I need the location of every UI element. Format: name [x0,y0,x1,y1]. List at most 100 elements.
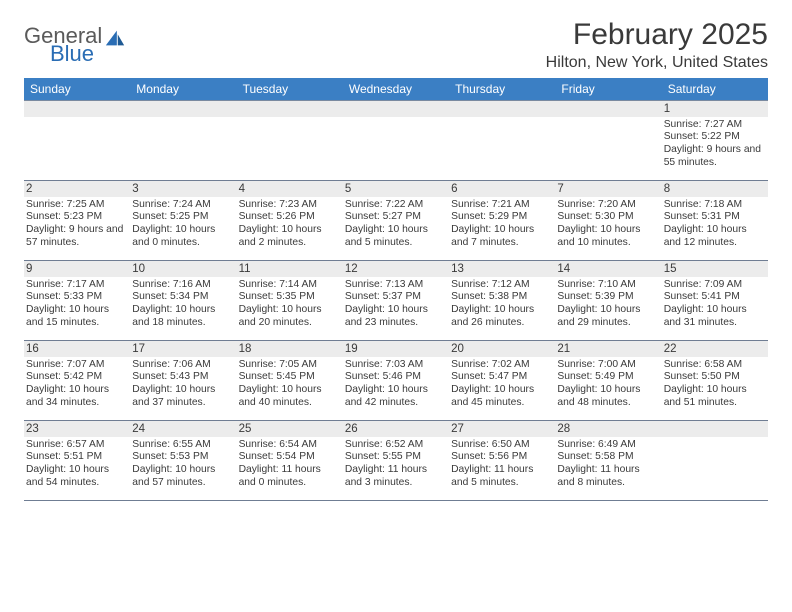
day-number-row: 16171819202122 [24,341,768,357]
sunrise-line: Sunrise: 7:22 AM [345,199,445,212]
sunset-line: Sunset: 5:31 PM [664,211,764,224]
sunset-line: Sunset: 5:56 PM [451,451,551,464]
day-detail-cell: Sunrise: 7:05 AMSunset: 5:45 PMDaylight:… [237,357,343,421]
daylight-line: Daylight: 10 hours and 42 minutes. [345,384,445,410]
sunset-line: Sunset: 5:34 PM [132,291,232,304]
daylight-line: Daylight: 11 hours and 8 minutes. [557,464,657,490]
calendar-header-row: SundayMondayTuesdayWednesdayThursdayFrid… [24,78,768,101]
day-number-cell: 14 [555,261,661,277]
day-header: Wednesday [343,78,449,101]
sunrise-line: Sunrise: 7:27 AM [664,119,764,132]
day-detail-cell [130,117,236,181]
sunset-line: Sunset: 5:37 PM [345,291,445,304]
sunset-line: Sunset: 5:53 PM [132,451,232,464]
daylight-line: Daylight: 10 hours and 7 minutes. [451,224,551,250]
day-detail-cell: Sunrise: 7:20 AMSunset: 5:30 PMDaylight:… [555,197,661,261]
day-detail-cell [449,117,555,181]
sunrise-line: Sunrise: 7:20 AM [557,199,657,212]
day-detail-row: Sunrise: 7:27 AMSunset: 5:22 PMDaylight:… [24,117,768,181]
day-detail-cell: Sunrise: 7:27 AMSunset: 5:22 PMDaylight:… [662,117,768,181]
day-number-cell: 10 [130,261,236,277]
day-detail-cell: Sunrise: 7:17 AMSunset: 5:33 PMDaylight:… [24,277,130,341]
day-number-cell: 25 [237,421,343,437]
sunrise-line: Sunrise: 7:06 AM [132,359,232,372]
day-detail-cell: Sunrise: 7:00 AMSunset: 5:49 PMDaylight:… [555,357,661,421]
day-detail-cell: Sunrise: 6:52 AMSunset: 5:55 PMDaylight:… [343,437,449,501]
day-number-cell [237,101,343,117]
day-detail-cell: Sunrise: 6:55 AMSunset: 5:53 PMDaylight:… [130,437,236,501]
sunrise-line: Sunrise: 7:13 AM [345,279,445,292]
title-block: February 2025 Hilton, New York, United S… [546,18,768,72]
day-detail-cell: Sunrise: 7:16 AMSunset: 5:34 PMDaylight:… [130,277,236,341]
sunset-line: Sunset: 5:49 PM [557,371,657,384]
sunset-line: Sunset: 5:33 PM [26,291,126,304]
sunset-line: Sunset: 5:26 PM [239,211,339,224]
sunrise-line: Sunrise: 6:58 AM [664,359,764,372]
day-detail-cell: Sunrise: 7:13 AMSunset: 5:37 PMDaylight:… [343,277,449,341]
daylight-line: Daylight: 10 hours and 31 minutes. [664,304,764,330]
daylight-line: Daylight: 10 hours and 2 minutes. [239,224,339,250]
daylight-line: Daylight: 10 hours and 48 minutes. [557,384,657,410]
day-detail-cell: Sunrise: 7:12 AMSunset: 5:38 PMDaylight:… [449,277,555,341]
daylight-line: Daylight: 10 hours and 12 minutes. [664,224,764,250]
sunset-line: Sunset: 5:47 PM [451,371,551,384]
day-detail-cell [24,117,130,181]
sunset-line: Sunset: 5:23 PM [26,211,126,224]
day-number-row: 9101112131415 [24,261,768,277]
day-number-cell: 8 [662,181,768,197]
day-detail-cell: Sunrise: 7:25 AMSunset: 5:23 PMDaylight:… [24,197,130,261]
day-number-row: 232425262728 [24,421,768,437]
day-number-row: 2345678 [24,181,768,197]
daylight-line: Daylight: 9 hours and 57 minutes. [26,224,126,250]
sunset-line: Sunset: 5:22 PM [664,131,764,144]
day-number-cell [662,421,768,437]
day-detail-row: Sunrise: 7:25 AMSunset: 5:23 PMDaylight:… [24,197,768,261]
sunset-line: Sunset: 5:41 PM [664,291,764,304]
sunset-line: Sunset: 5:45 PM [239,371,339,384]
logo-text-blue: Blue [50,44,126,65]
day-number-cell: 12 [343,261,449,277]
sunset-line: Sunset: 5:39 PM [557,291,657,304]
daylight-line: Daylight: 10 hours and 23 minutes. [345,304,445,330]
day-number-cell: 7 [555,181,661,197]
sunset-line: Sunset: 5:51 PM [26,451,126,464]
sunrise-line: Sunrise: 7:23 AM [239,199,339,212]
daylight-line: Daylight: 10 hours and 29 minutes. [557,304,657,330]
daylight-line: Daylight: 9 hours and 55 minutes. [664,144,764,170]
sunrise-line: Sunrise: 6:49 AM [557,439,657,452]
day-number-cell [24,101,130,117]
daylight-line: Daylight: 10 hours and 20 minutes. [239,304,339,330]
sunrise-line: Sunrise: 7:02 AM [451,359,551,372]
location-text: Hilton, New York, United States [546,54,768,72]
day-number-cell [449,101,555,117]
calendar-table: SundayMondayTuesdayWednesdayThursdayFrid… [24,78,768,501]
day-header: Sunday [24,78,130,101]
sunrise-line: Sunrise: 7:25 AM [26,199,126,212]
day-number-cell: 11 [237,261,343,277]
day-number-cell: 20 [449,341,555,357]
sunset-line: Sunset: 5:42 PM [26,371,126,384]
day-number-cell: 3 [130,181,236,197]
sunset-line: Sunset: 5:50 PM [664,371,764,384]
daylight-line: Daylight: 10 hours and 57 minutes. [132,464,232,490]
daylight-line: Daylight: 10 hours and 0 minutes. [132,224,232,250]
sunrise-line: Sunrise: 6:50 AM [451,439,551,452]
sunrise-line: Sunrise: 7:10 AM [557,279,657,292]
day-detail-cell: Sunrise: 7:03 AMSunset: 5:46 PMDaylight:… [343,357,449,421]
day-detail-cell: Sunrise: 6:57 AMSunset: 5:51 PMDaylight:… [24,437,130,501]
daylight-line: Daylight: 10 hours and 51 minutes. [664,384,764,410]
day-detail-cell: Sunrise: 7:09 AMSunset: 5:41 PMDaylight:… [662,277,768,341]
day-detail-cell [662,437,768,501]
day-number-cell: 27 [449,421,555,437]
daylight-line: Daylight: 10 hours and 37 minutes. [132,384,232,410]
day-detail-cell [237,117,343,181]
day-header: Saturday [662,78,768,101]
day-detail-cell: Sunrise: 7:06 AMSunset: 5:43 PMDaylight:… [130,357,236,421]
daylight-line: Daylight: 10 hours and 40 minutes. [239,384,339,410]
day-number-cell: 17 [130,341,236,357]
sunrise-line: Sunrise: 7:07 AM [26,359,126,372]
daylight-line: Daylight: 10 hours and 45 minutes. [451,384,551,410]
day-number-cell: 4 [237,181,343,197]
day-number-cell: 6 [449,181,555,197]
calendar-page: General Blue February 2025 Hilton, New Y… [0,0,792,501]
